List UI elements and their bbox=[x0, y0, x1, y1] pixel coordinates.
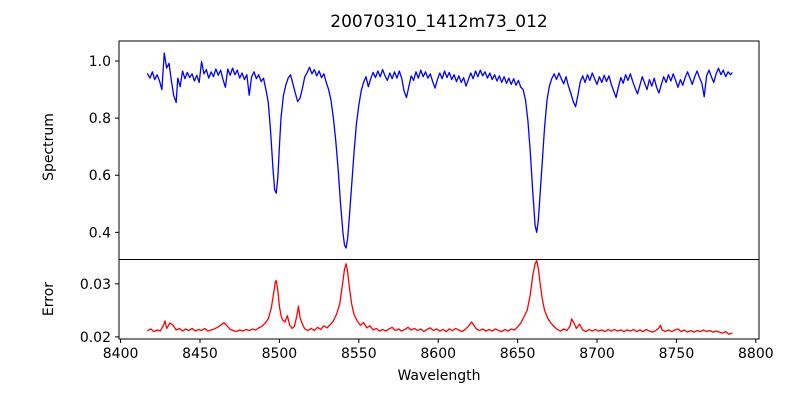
x-tick-label: 8800 bbox=[738, 346, 774, 362]
y-tick-label: 0.6 bbox=[89, 168, 111, 184]
chart-title: 20070310_1412m73_012 bbox=[330, 12, 548, 32]
error-line bbox=[146, 259, 733, 335]
x-axis-label: Wavelength bbox=[397, 368, 481, 384]
x-tick-label: 8550 bbox=[341, 346, 377, 362]
x-tick-label: 8700 bbox=[579, 346, 615, 362]
x-tick-label: 8650 bbox=[500, 346, 536, 362]
x-tick-label: 8600 bbox=[420, 346, 456, 362]
y-tick-label: 1.0 bbox=[89, 54, 111, 70]
x-tick-label: 8400 bbox=[103, 346, 139, 362]
x-tick-label: 8750 bbox=[659, 346, 695, 362]
x-tick-label: 8450 bbox=[182, 346, 218, 362]
y-tick-label: 0.4 bbox=[89, 225, 111, 241]
spectrum-line bbox=[146, 52, 733, 249]
x-tick-label: 8500 bbox=[262, 346, 298, 362]
y-tick-label: 0.03 bbox=[80, 277, 111, 293]
y-tick-label: 0.8 bbox=[89, 111, 111, 127]
y-tick-label: 0.02 bbox=[80, 330, 111, 346]
axes-frame bbox=[118, 259, 760, 340]
